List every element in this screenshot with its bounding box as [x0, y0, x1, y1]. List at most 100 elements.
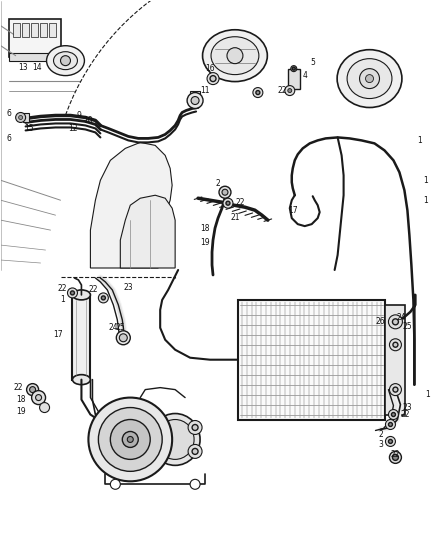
Circle shape: [392, 319, 399, 325]
Circle shape: [389, 315, 403, 329]
Text: 21: 21: [230, 213, 240, 222]
Bar: [72, 295, 90, 379]
Circle shape: [389, 384, 401, 395]
Text: 23: 23: [124, 284, 133, 293]
Circle shape: [16, 112, 25, 123]
Text: 6: 6: [6, 134, 11, 143]
Circle shape: [227, 47, 243, 63]
Circle shape: [393, 342, 398, 347]
Circle shape: [122, 432, 138, 447]
Polygon shape: [23, 114, 28, 123]
Ellipse shape: [337, 50, 402, 108]
Circle shape: [110, 479, 120, 489]
Text: 14: 14: [32, 63, 42, 72]
Circle shape: [226, 201, 230, 205]
Circle shape: [117, 331, 130, 345]
Text: 18: 18: [16, 395, 25, 404]
Text: 6: 6: [6, 109, 11, 118]
Text: 10: 10: [84, 116, 93, 125]
Text: 15: 15: [24, 124, 33, 133]
Text: 13: 13: [18, 63, 28, 72]
Text: 17: 17: [288, 206, 297, 215]
Bar: [39, 23, 46, 37]
Circle shape: [191, 96, 199, 104]
Bar: [288, 69, 300, 88]
Ellipse shape: [72, 290, 90, 300]
Text: 22: 22: [58, 285, 67, 294]
Circle shape: [207, 72, 219, 85]
Circle shape: [389, 451, 401, 463]
Text: 17: 17: [54, 330, 64, 340]
Circle shape: [192, 424, 198, 431]
Circle shape: [291, 66, 297, 71]
Text: 2: 2: [215, 179, 220, 188]
Text: 24: 24: [109, 324, 118, 332]
Circle shape: [385, 437, 396, 447]
Circle shape: [19, 116, 23, 119]
Circle shape: [210, 76, 216, 82]
Text: 22: 22: [391, 450, 400, 459]
Ellipse shape: [202, 30, 267, 82]
Circle shape: [392, 455, 399, 461]
Text: 3: 3: [378, 440, 383, 449]
Text: 4: 4: [302, 71, 307, 80]
Circle shape: [119, 334, 127, 342]
Text: 22: 22: [88, 286, 98, 294]
Text: 25: 25: [116, 324, 125, 332]
Circle shape: [385, 419, 396, 430]
Circle shape: [67, 288, 78, 298]
Circle shape: [389, 409, 399, 419]
Circle shape: [253, 87, 263, 98]
Circle shape: [223, 198, 233, 208]
Circle shape: [60, 55, 71, 66]
Text: 9: 9: [76, 111, 81, 120]
Bar: [9, 19, 60, 56]
Bar: [49, 23, 56, 37]
Circle shape: [219, 186, 231, 198]
Bar: [13, 23, 20, 37]
Circle shape: [292, 67, 295, 70]
Text: 22: 22: [235, 198, 245, 207]
Circle shape: [389, 339, 401, 351]
Text: 11: 11: [200, 86, 210, 95]
Text: 22: 22: [401, 410, 410, 419]
Circle shape: [32, 391, 46, 405]
Text: 16: 16: [205, 64, 215, 73]
Circle shape: [187, 93, 203, 109]
Circle shape: [99, 293, 108, 303]
Text: 19: 19: [200, 238, 210, 247]
Ellipse shape: [150, 414, 200, 465]
Text: 25: 25: [403, 322, 412, 332]
Circle shape: [366, 75, 374, 83]
Circle shape: [35, 394, 42, 401]
Circle shape: [30, 386, 35, 393]
Ellipse shape: [156, 419, 194, 459]
Circle shape: [71, 291, 74, 295]
Text: 22: 22: [277, 86, 286, 95]
Bar: [9, 53, 60, 61]
Circle shape: [101, 296, 106, 300]
Circle shape: [393, 387, 398, 392]
Circle shape: [110, 419, 150, 459]
Bar: [385, 305, 406, 415]
Circle shape: [392, 413, 396, 416]
Text: 26: 26: [376, 317, 385, 326]
Text: 24: 24: [396, 313, 406, 322]
Circle shape: [39, 402, 49, 413]
Circle shape: [389, 423, 392, 426]
Bar: [238, 300, 385, 419]
Text: 2: 2: [378, 430, 383, 439]
Ellipse shape: [211, 37, 259, 75]
Text: 1: 1: [423, 196, 428, 205]
Circle shape: [88, 398, 172, 481]
Circle shape: [285, 86, 295, 95]
Polygon shape: [90, 142, 172, 268]
Text: 12: 12: [68, 124, 77, 133]
Circle shape: [99, 408, 162, 471]
Circle shape: [288, 88, 292, 93]
Circle shape: [192, 448, 198, 455]
Circle shape: [27, 384, 39, 395]
Circle shape: [360, 69, 379, 88]
Polygon shape: [120, 195, 175, 268]
Ellipse shape: [72, 375, 90, 385]
